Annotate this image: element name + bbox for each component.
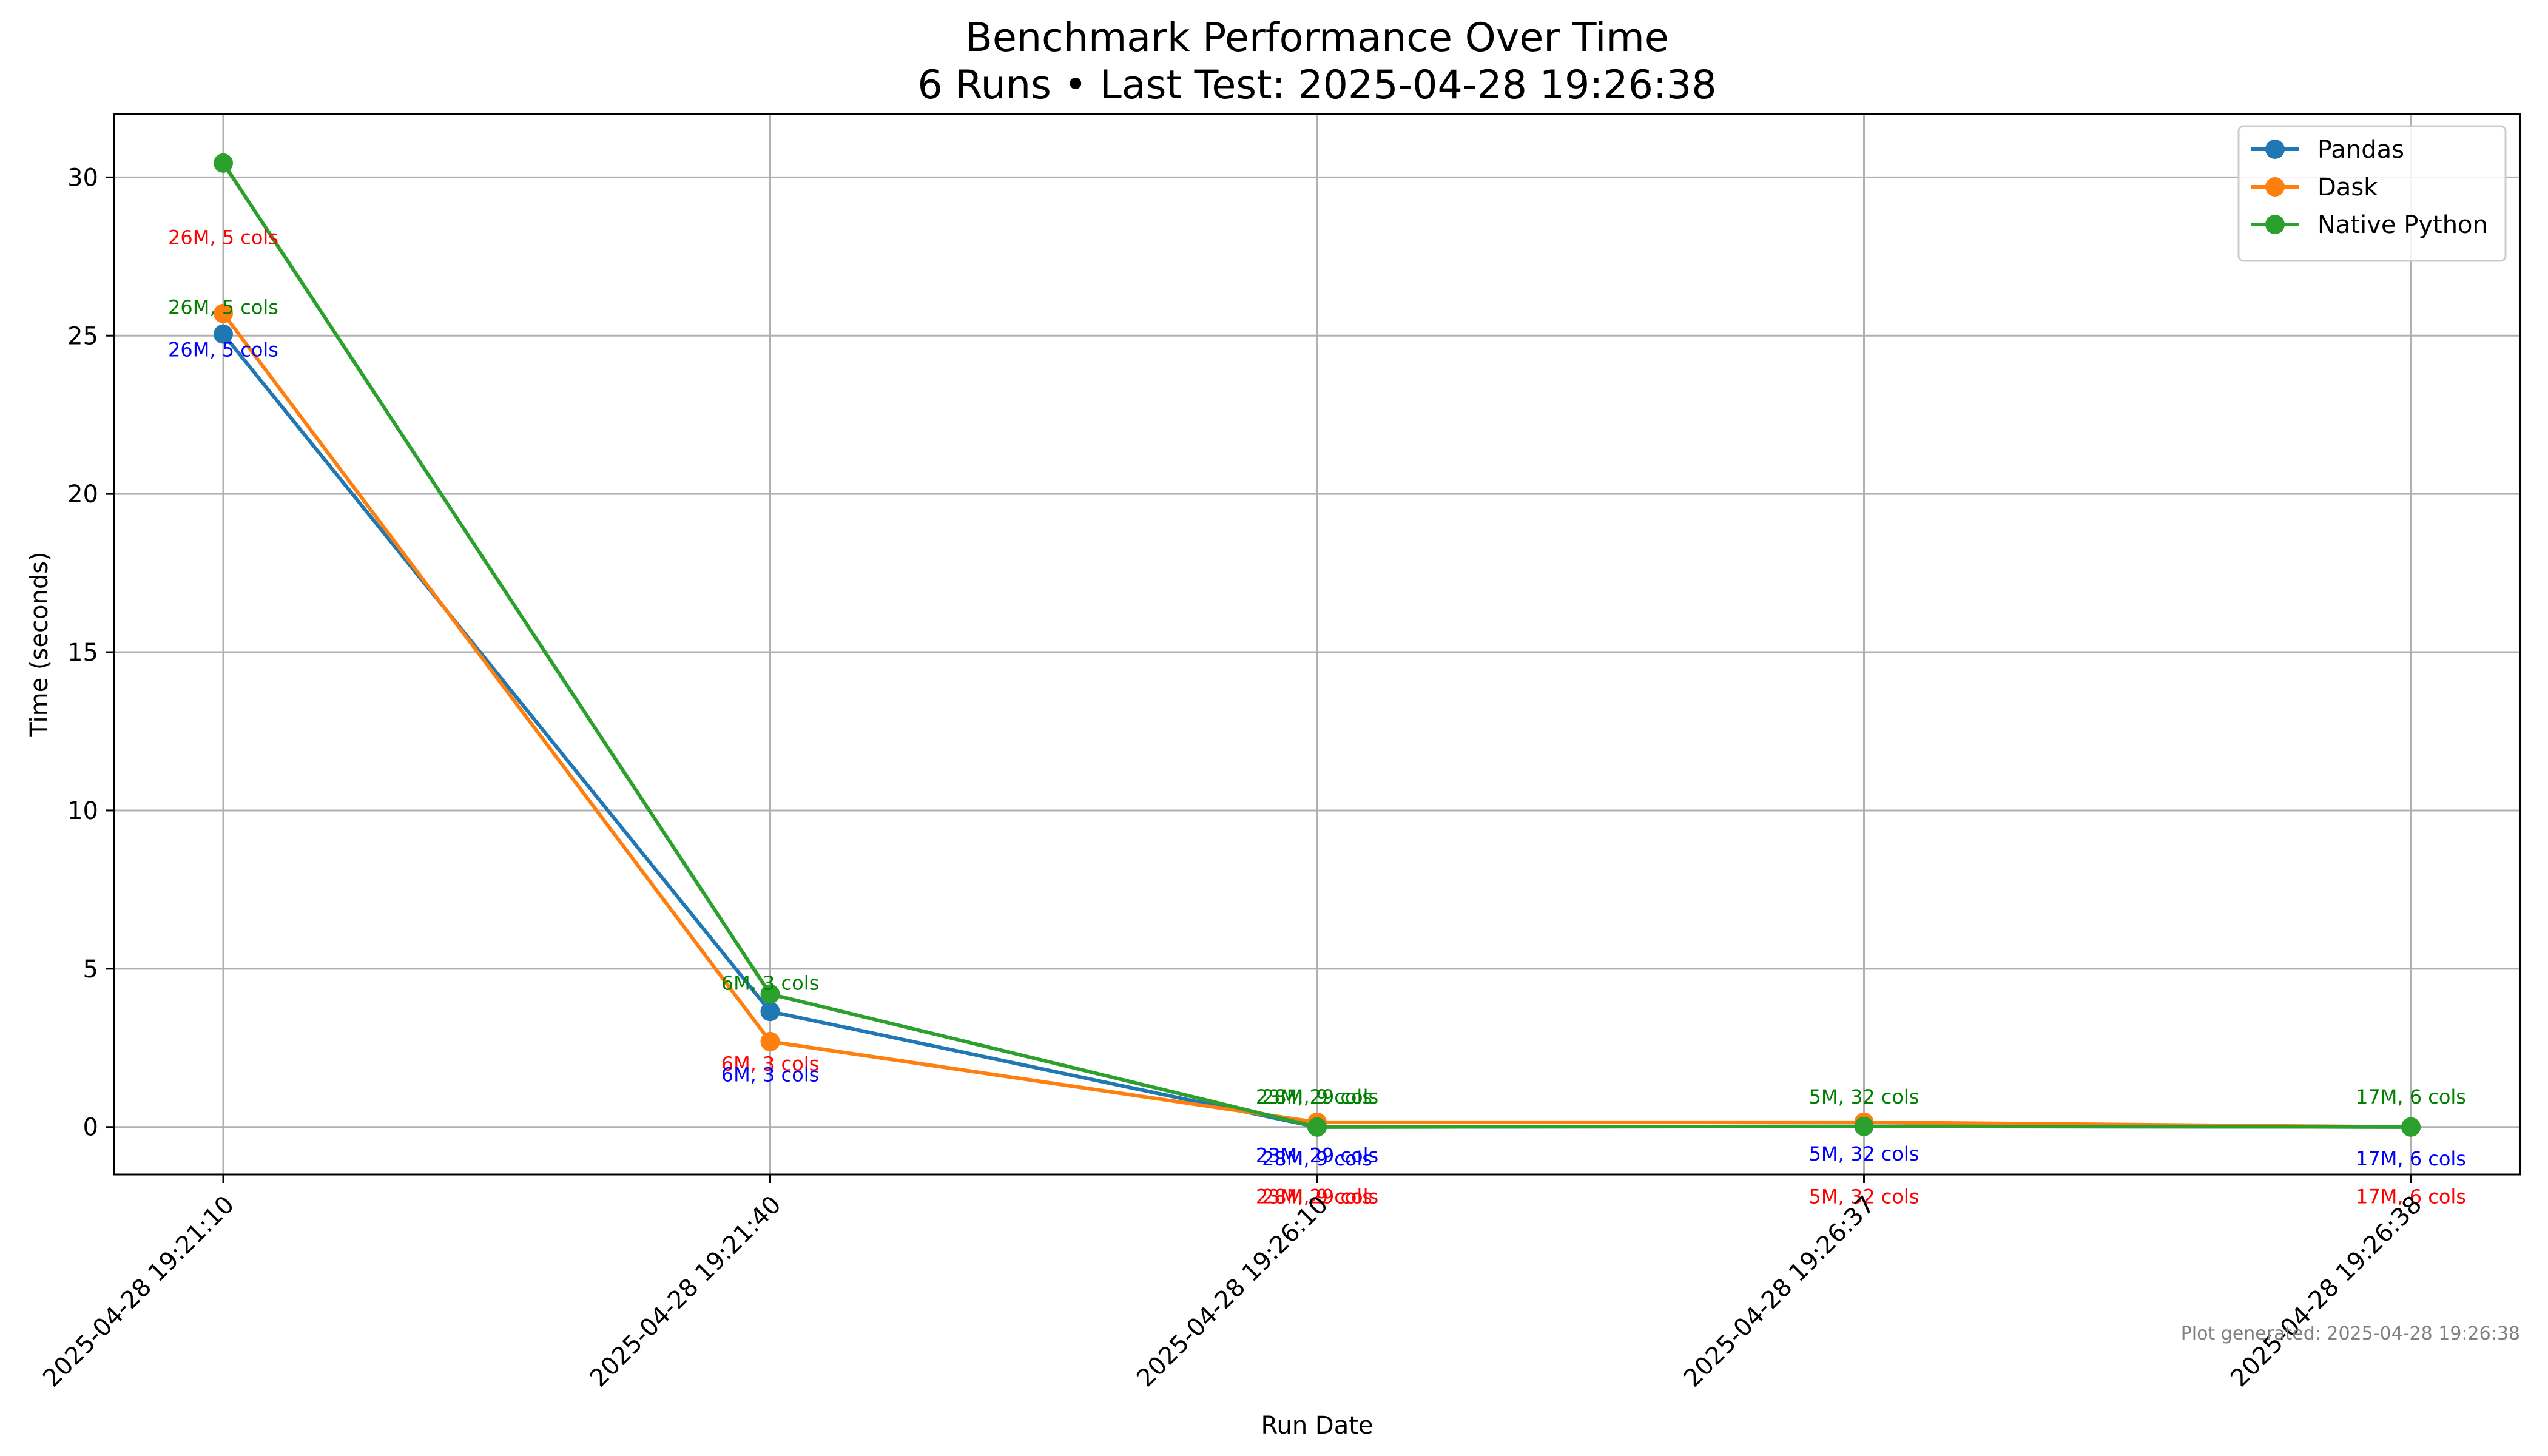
point-annotation: 26M, 5 cols <box>168 295 278 318</box>
point-annotation: 5M, 32 cols <box>1809 1142 1919 1165</box>
point-annotation: 28M, 9 cols <box>1262 1085 1372 1108</box>
x-tick-label: 2025-04-28 19:26:38 <box>2225 1191 2427 1393</box>
legend-marker-dask <box>2265 177 2285 197</box>
chart-subtitle: 6 Runs • Last Test: 2025-04-28 19:26:38 <box>917 62 1716 108</box>
data-point-pandas <box>214 324 233 344</box>
tick-layer: 2025-04-28 19:21:10 2025-04-28 19:21:40 20… <box>38 164 2427 1392</box>
point-annotation: 17M, 6 cols <box>2356 1085 2466 1108</box>
data-point-pandas <box>760 1002 780 1022</box>
plot-generated-note: Plot generated: 2025-04-28 19:26:38 <box>2181 1323 2520 1344</box>
y-tick-label: 10 <box>67 797 98 825</box>
y-tick-label: 0 <box>83 1114 98 1142</box>
point-annotation: 23M, 29 cols <box>1256 1185 1378 1208</box>
legend: Pandas Dask Native Python <box>2237 125 2507 262</box>
point-annotation: 6M, 3 cols <box>721 971 820 994</box>
y-tick-label: 25 <box>67 322 98 350</box>
data-point-native-python <box>1307 1117 1327 1137</box>
point-annotation: 17M, 6 cols <box>2356 1147 2466 1170</box>
data-point-native-python <box>1854 1116 1874 1136</box>
x-tick-label: 2025-04-28 19:26:10 <box>1131 1191 1333 1393</box>
point-annotation: 26M, 5 cols <box>168 339 278 362</box>
x-tick-label: 2025-04-28 19:21:10 <box>38 1191 240 1393</box>
point-annotation: 6M, 3 cols <box>721 1052 820 1075</box>
point-annotation: 28M, 9 cols <box>1262 1147 1372 1170</box>
point-annotation: 28M, 9 cols <box>1262 1185 1372 1208</box>
point-annotation: 23M, 29 cols <box>1256 1144 1378 1167</box>
y-tick-label: 20 <box>67 480 98 508</box>
data-point-native-python <box>2401 1117 2421 1137</box>
data-point-dask <box>760 1031 780 1051</box>
data-point-native-python <box>760 984 780 1004</box>
point-annotation: 5M, 32 cols <box>1809 1085 1919 1108</box>
y-axis-label: Time (seconds) <box>25 551 53 737</box>
x-tick-label: 2025-04-28 19:21:40 <box>585 1191 787 1393</box>
legend-box <box>2237 125 2507 262</box>
y-tick-label: 15 <box>67 639 98 667</box>
legend-marker-pandas <box>2265 140 2285 159</box>
data-point-native-python <box>214 153 233 173</box>
annotation-layer: 26M, 5 cols 26M, 5 cols 26M, 5 cols 6M, 3 c… <box>168 226 2466 1208</box>
legend-label-native-python: Native Python <box>2317 211 2488 239</box>
point-annotation: 26M, 5 cols <box>168 226 278 249</box>
series-layer <box>214 153 2421 1137</box>
y-tick-label: 5 <box>83 956 98 983</box>
y-tick-label: 30 <box>67 164 98 192</box>
legend-label-dask: Dask <box>2317 174 2378 201</box>
point-annotation: 5M, 32 cols <box>1809 1185 1919 1208</box>
x-axis-label: Run Date <box>1261 1412 1373 1440</box>
chart-title: Benchmark Performance Over Time <box>965 15 1669 61</box>
point-annotation: 17M, 6 cols <box>2356 1185 2466 1208</box>
legend-label-pandas: Pandas <box>2317 136 2404 164</box>
point-annotation: 23M, 29 cols <box>1256 1085 1378 1108</box>
x-tick-label: 2025-04-28 19:26:37 <box>1679 1191 1881 1393</box>
legend-marker-native-python <box>2265 215 2285 234</box>
point-annotation: 6M, 3 cols <box>721 1063 820 1087</box>
data-point-dask <box>214 303 233 323</box>
